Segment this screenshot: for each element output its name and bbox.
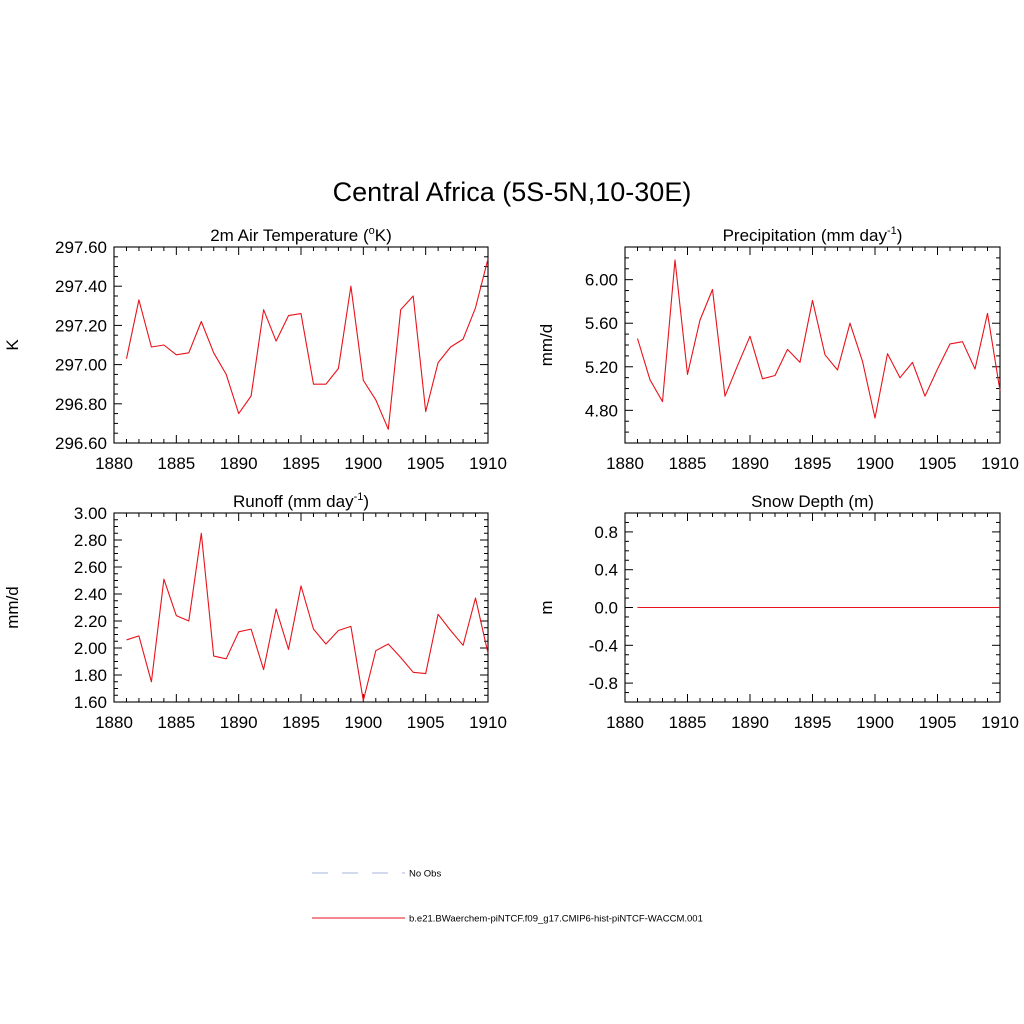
y-tick-label: 5.60: [585, 314, 618, 333]
x-tick-label: 1910: [981, 454, 1019, 473]
panel-title-superscript: -1: [354, 491, 364, 503]
legend: No Obs b.e21.BWaerchem-piNTCF.f09_g17.CMI…: [312, 869, 703, 925]
x-tick-label: 1900: [344, 454, 382, 473]
y-tick-label: 0.4: [594, 561, 618, 580]
x-tick-label: 1895: [282, 454, 320, 473]
x-tick-label: 1880: [606, 454, 644, 473]
y-axis-label: mm/d: [537, 324, 556, 367]
panel-4: Snow Depth (m) m 1880 1885 1890 1895 1900 1905 1…: [537, 492, 1019, 732]
panel-title-text: Precipitation (mm day: [723, 226, 888, 245]
x-tick-label: 1880: [95, 454, 133, 473]
series-line: [126, 532, 489, 702]
panel-title: Runoff (mm day-1): [233, 491, 369, 511]
x-tick-label: 1885: [157, 713, 195, 732]
x-tick-label: 1890: [731, 713, 769, 732]
x-tick-label: 1905: [407, 713, 445, 732]
x-tick-label: 1895: [282, 713, 320, 732]
x-tick-label: 1900: [856, 454, 894, 473]
x-tick-label: 1890: [220, 454, 258, 473]
y-tick-label: 2.80: [74, 531, 107, 550]
panel-1: 2m Air Temperature (oK) K 1880 1885 1890 1895…: [3, 225, 507, 473]
y-tick-label: 2.40: [74, 585, 107, 604]
page-title: Central Africa (5S-5N,10-30E): [333, 177, 692, 207]
panel-2: Precipitation (mm day-1) mm/d 1880 1885 1890…: [537, 225, 1019, 473]
y-tick-label: 0.8: [594, 523, 618, 542]
y-tick-label: 2.00: [74, 639, 107, 658]
legend-label-1: No Obs: [409, 869, 441, 880]
y-tick-label: 297.20: [55, 316, 107, 335]
y-tick-label: 0.0: [594, 599, 618, 618]
y-tick-label: 6.00: [585, 271, 618, 290]
x-tick-label: 1890: [220, 713, 258, 732]
x-tick-label: 1885: [157, 454, 195, 473]
legend-label-2: b.e21.BWaerchem-piNTCF.f09_g17.CMIP6-his…: [409, 914, 703, 925]
x-tick-label: 1900: [856, 713, 894, 732]
panel-title-text: 2m Air Temperature (: [210, 226, 369, 245]
x-tick-label: 1895: [794, 713, 832, 732]
y-axis-label: K: [3, 339, 22, 351]
panel-title: Snow Depth (m): [751, 492, 874, 511]
y-axis-label: mm/d: [3, 586, 22, 629]
y-tick-label: 297.60: [55, 238, 107, 257]
x-tick-label: 1900: [344, 713, 382, 732]
y-tick-label: 2.20: [74, 612, 107, 631]
plot-frame: [113, 246, 489, 444]
y-tick-label: 5.20: [585, 358, 618, 377]
x-tick-label: 1910: [981, 713, 1019, 732]
x-tick-label: 1905: [919, 713, 957, 732]
x-tick-label: 1905: [407, 454, 445, 473]
panel-title-suffix: ): [363, 492, 369, 511]
panel-title: Precipitation (mm day-1): [723, 225, 903, 245]
y-tick-label: 296.60: [55, 434, 107, 453]
x-tick-label: 1910: [469, 713, 507, 732]
panel-title-suffix: K): [375, 226, 392, 245]
panel-title-superscript: -1: [887, 225, 897, 237]
series-line: [125, 258, 489, 430]
panel-title-text: Runoff (mm day: [233, 492, 354, 511]
y-tick-label: -0.8: [589, 674, 618, 693]
panel-title: 2m Air Temperature (oK): [210, 225, 392, 245]
x-tick-label: 1885: [669, 713, 707, 732]
y-tick-label: 296.80: [55, 395, 107, 414]
y-tick-label: 3.00: [74, 504, 107, 523]
x-tick-label: 1880: [95, 713, 133, 732]
y-tick-label: 1.60: [74, 693, 107, 712]
x-tick-label: 1880: [606, 713, 644, 732]
panel-title-superscript: o: [369, 225, 375, 237]
y-tick-label: 1.80: [74, 666, 107, 685]
x-tick-label: 1895: [794, 454, 832, 473]
x-tick-label: 1890: [731, 454, 769, 473]
y-tick-label: 297.00: [55, 356, 107, 375]
x-tick-label: 1905: [919, 454, 957, 473]
panel-title-suffix: ): [897, 226, 903, 245]
y-axis-label: m: [537, 600, 556, 614]
y-tick-label: 2.60: [74, 558, 107, 577]
y-tick-label: 297.40: [55, 277, 107, 296]
x-tick-label: 1910: [469, 454, 507, 473]
plot-frame: [113, 512, 489, 703]
y-tick-label: 4.80: [585, 401, 618, 420]
y-tick-label: -0.4: [589, 636, 618, 655]
panel-3: Runoff (mm day-1) mm/d 1880 1885 1890 1895 190…: [3, 491, 507, 732]
panels: 2m Air Temperature (oK) K 1880 1885 1890 1895…: [3, 225, 1019, 732]
panel-title-text: Snow Depth (m): [751, 492, 874, 511]
series-line: [636, 259, 1001, 419]
plot-frame: [624, 246, 1001, 444]
x-tick-label: 1885: [669, 454, 707, 473]
